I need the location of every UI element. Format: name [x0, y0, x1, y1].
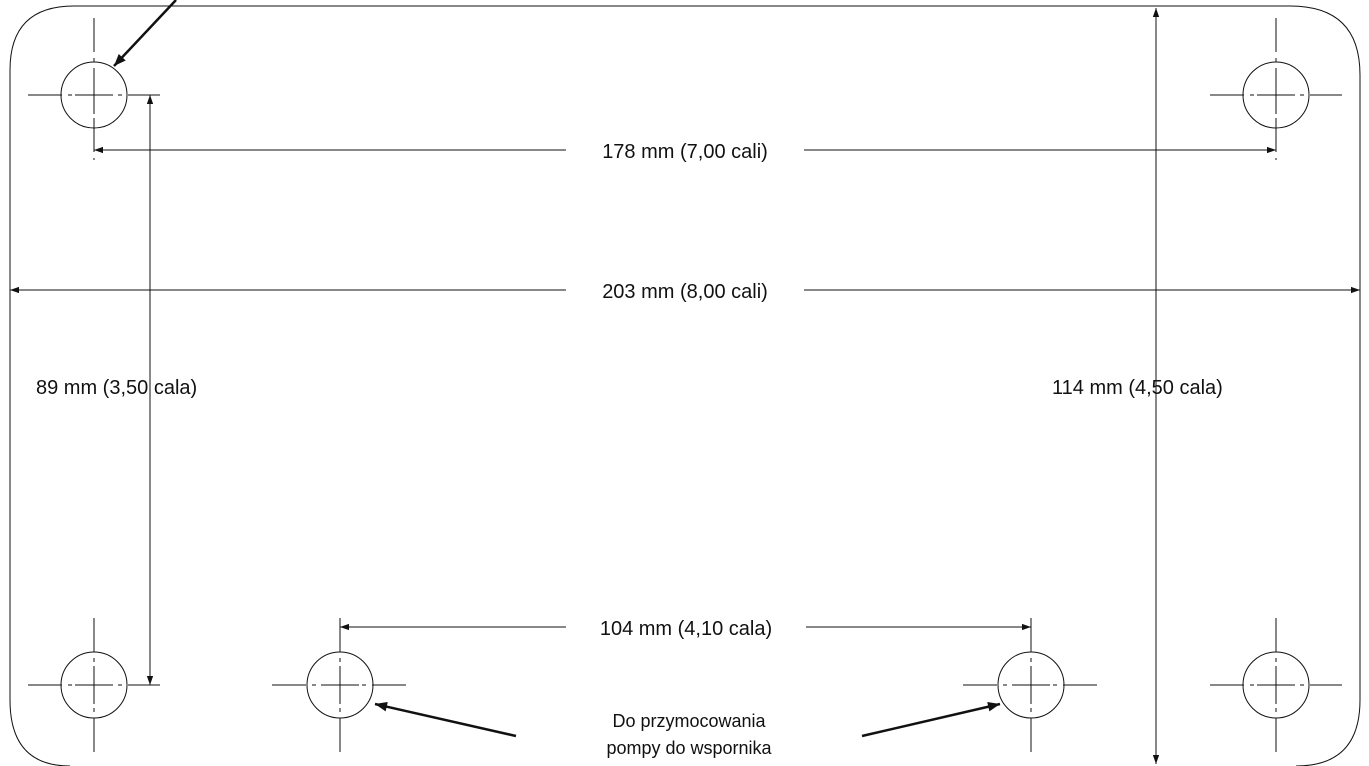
- note-arrow-left: [374, 701, 517, 738]
- label-overall-width: 203 mm (8,00 cali): [602, 281, 768, 303]
- label-top-holes: 178 mm (7,00 cali): [602, 141, 768, 163]
- hole-bottom-left: [28, 618, 160, 752]
- label-bottom-holes: 104 mm (4,10 cala): [600, 618, 772, 640]
- top-left-leader-arrow: [113, 0, 177, 67]
- label-left-height: 89 mm (3,50 cala): [36, 377, 197, 399]
- hole-bottom-mid-right: [963, 618, 1099, 752]
- hole-top-right: [1210, 18, 1342, 160]
- hole-bottom-mid-left: [272, 618, 408, 752]
- note-line-1: Do przymocowania: [612, 711, 766, 731]
- note-line-2: pompy do wspornika: [606, 738, 772, 758]
- label-right-height: 114 mm (4,50 cala): [1052, 377, 1223, 399]
- hole-bottom-right: [1210, 618, 1342, 752]
- plate-outline: [9, 5, 1361, 766]
- hole-top-left: [28, 18, 160, 160]
- note-arrow-right: [861, 702, 1001, 738]
